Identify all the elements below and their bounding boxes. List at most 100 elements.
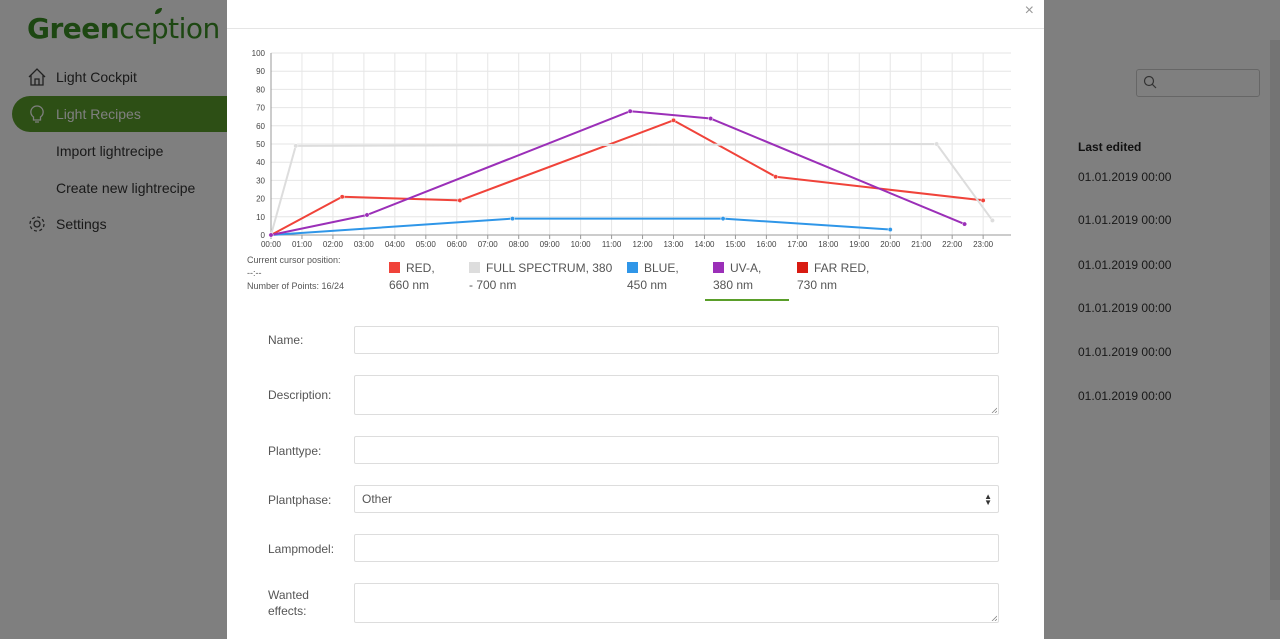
y-tick-label: 90 <box>256 67 265 76</box>
wanted-effects-label-line2: effects: <box>268 604 307 618</box>
light-recipe-modal: × 0 10 20 30 40 50 60 70 80 90 100 00:00 01:00 02:00 0… <box>227 0 1044 639</box>
x-tick-label: 11:00 <box>602 240 622 249</box>
selected-legend-indicator <box>705 299 789 301</box>
wanted-effects-label-line1: Wanted <box>268 588 309 602</box>
data-point-red <box>339 194 345 200</box>
data-point-red <box>671 117 676 123</box>
x-tick-label: 05:00 <box>416 240 437 249</box>
number-of-points: Number of Points: 16/24 <box>247 281 345 291</box>
x-tick-label: 07:00 <box>478 240 499 249</box>
legend-label: FULL SPECTRUM, 380 <box>486 261 613 275</box>
x-tick-label: 10:00 <box>571 240 592 249</box>
plantphase-select[interactable]: Other ▲ ▼ <box>354 485 999 513</box>
name-label: Name: <box>268 333 304 347</box>
data-point-red <box>773 174 779 180</box>
plantphase-label: Plantphase: <box>268 493 332 507</box>
light-spectrum-chart[interactable]: 0 10 20 30 40 50 60 70 80 90 100 00:00 01:00 02:00 03:… <box>227 40 1027 255</box>
x-tick-label: 03:00 <box>354 240 375 249</box>
legend-swatch <box>469 262 480 273</box>
series-line-full <box>270 143 994 236</box>
x-tick-label: 00:00 <box>261 240 282 249</box>
data-point-uva <box>268 232 274 238</box>
legend-label: FAR RED, <box>814 261 870 275</box>
description-label: Description: <box>268 388 332 402</box>
legend-label: 730 nm <box>797 278 838 292</box>
x-tick-label: 15:00 <box>725 240 746 249</box>
description-field[interactable] <box>354 375 999 415</box>
data-point-full <box>989 217 995 223</box>
lampmodel-field[interactable] <box>354 534 999 562</box>
x-tick-label: 13:00 <box>663 240 684 249</box>
series-line-red <box>270 119 984 236</box>
y-tick-label: 20 <box>256 195 265 204</box>
wanted-effects-field[interactable] <box>354 583 999 623</box>
x-tick-label: 12:00 <box>633 240 654 249</box>
y-tick-label: 50 <box>256 140 265 149</box>
cursor-position-label: Current cursor position: <box>247 255 341 265</box>
x-tick-label: 04:00 <box>385 240 406 249</box>
close-icon[interactable]: × <box>1024 2 1034 19</box>
x-tick-label: 19:00 <box>849 240 870 249</box>
y-tick-label: 0 <box>261 231 266 240</box>
cursor-position-value: --:-- <box>247 268 262 278</box>
planttype-field[interactable] <box>354 436 999 464</box>
legend-label: 450 nm <box>627 278 668 292</box>
y-tick-label: 10 <box>256 213 265 222</box>
x-tick-label: 17:00 <box>787 240 808 249</box>
y-tick-label: 80 <box>256 85 265 94</box>
legend-label: BLUE, <box>644 261 679 275</box>
data-point-uva <box>364 212 370 218</box>
data-point-blue <box>720 216 726 222</box>
x-tick-label: 14:00 <box>694 240 715 249</box>
legend-item-uva[interactable]: UV-A, 380 nm <box>713 260 761 294</box>
legend-swatch <box>713 262 724 273</box>
x-tick-label: 09:00 <box>540 240 561 249</box>
name-field[interactable] <box>354 326 999 354</box>
cursor-info: Current cursor position: --:-- Number of… <box>247 254 344 293</box>
legend-label: UV-A, <box>730 261 762 275</box>
x-tick-label: 16:00 <box>756 240 777 249</box>
y-tick-label: 30 <box>256 176 265 185</box>
data-point-full <box>293 143 299 149</box>
wanted-effects-label: Wanted effects: <box>268 587 309 619</box>
data-point-blue <box>510 216 515 222</box>
y-tick-label: 40 <box>256 158 265 167</box>
legend-label: - 700 nm <box>469 278 517 292</box>
legend-swatch <box>797 262 808 273</box>
data-point-red <box>980 197 986 203</box>
modal-header: × <box>227 0 1044 29</box>
x-tick-label: 23:00 <box>973 240 994 249</box>
legend-item-full-spectrum[interactable]: FULL SPECTRUM, 380 - 700 nm <box>469 260 612 294</box>
series-line-blue <box>270 217 891 236</box>
legend-swatch <box>627 262 638 273</box>
select-arrows-icon: ▲ ▼ <box>984 492 992 507</box>
legend-swatch <box>389 262 400 273</box>
x-tick-label: 08:00 <box>509 240 530 249</box>
plantphase-selected-value: Other <box>362 492 393 506</box>
planttype-label: Planttype: <box>268 444 322 458</box>
y-tick-label: 70 <box>256 104 265 113</box>
x-tick-label: 06:00 <box>447 240 468 249</box>
resize-handle-icon[interactable] <box>991 407 997 413</box>
legend-label: 660 nm <box>389 278 430 292</box>
data-point-red <box>457 197 463 203</box>
legend-item-red[interactable]: RED, 660 nm <box>389 260 435 294</box>
x-tick-label: 01:00 <box>292 240 313 249</box>
x-tick-label: 21:00 <box>911 240 932 249</box>
x-tick-label: 18:00 <box>818 240 839 249</box>
y-tick-label: 100 <box>252 49 266 58</box>
x-tick-label: 02:00 <box>323 240 344 249</box>
data-point-blue <box>887 227 893 232</box>
x-tick-label: 22:00 <box>942 240 963 249</box>
data-point-uva <box>962 221 968 227</box>
legend-label: 380 nm <box>713 278 754 292</box>
legend-item-far-red[interactable]: FAR RED, 730 nm <box>797 260 869 294</box>
data-point-uva <box>708 116 714 121</box>
x-tick-label: 20:00 <box>880 240 901 249</box>
resize-handle-icon[interactable] <box>991 615 997 621</box>
data-point-uva <box>627 108 633 114</box>
legend-label: RED, <box>406 261 435 275</box>
lampmodel-label: Lampmodel: <box>268 542 335 556</box>
data-point-full <box>934 141 940 147</box>
legend-item-blue[interactable]: BLUE, 450 nm <box>627 260 679 294</box>
